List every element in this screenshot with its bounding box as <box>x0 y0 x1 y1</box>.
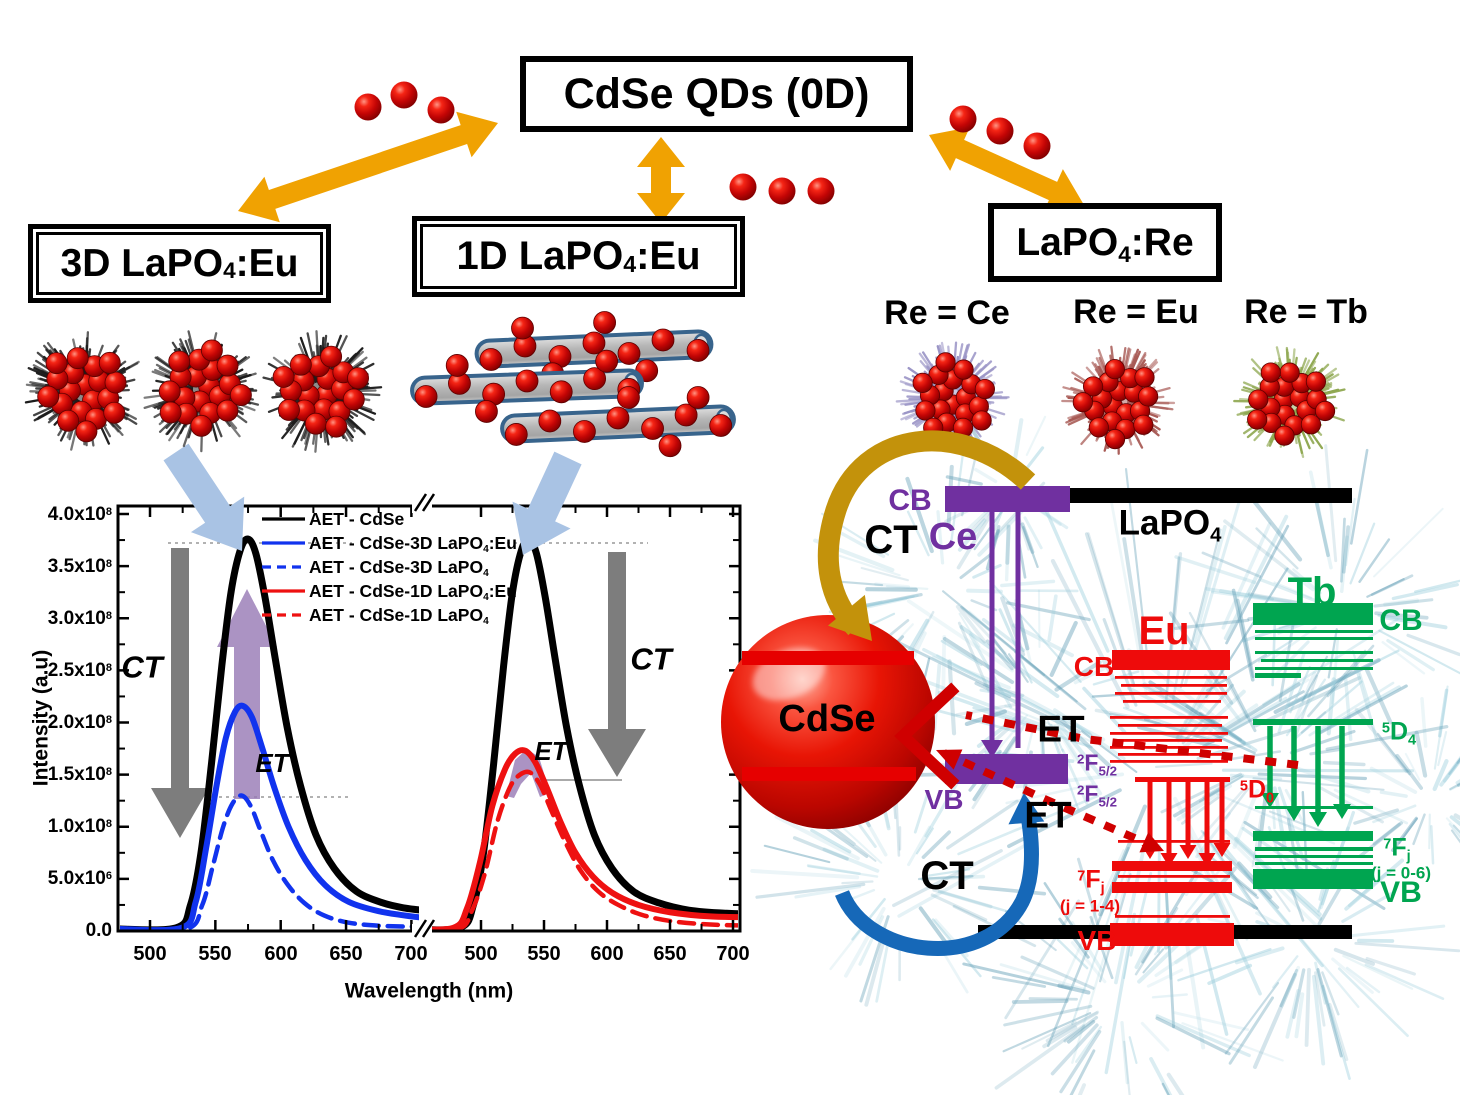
re-assignment-ce: Re = Ce <box>884 294 1010 332</box>
eu-fj-label: 7Fj <box>1077 865 1105 897</box>
legend-entry: AET - CdSe-1D LaPO4 <box>309 605 489 628</box>
y-tick: 2.5x108 <box>47 660 112 681</box>
x-tick: 600 <box>264 943 298 965</box>
ct-top-label: CT <box>864 518 918 562</box>
box-1d-label: 1D LaPO 4:Eu <box>420 224 737 289</box>
x-tick: 650 <box>653 943 687 965</box>
tb-fj-label: 7Fj <box>1383 833 1411 865</box>
tb-d4-label: 5D4 <box>1381 717 1417 749</box>
re-assignment-tb: Re = Tb <box>1244 293 1368 331</box>
box-re-label: LaPO4:Re <box>1016 220 1194 268</box>
tb-cb-label: CB <box>1379 604 1423 637</box>
tb-label: Tb <box>1287 570 1337 614</box>
tb-j-range-label: (j = 0-6) <box>1371 863 1431 883</box>
x-tick: 600 <box>590 943 624 965</box>
cdse-sphere-label: CdSe <box>778 698 876 740</box>
x-tick: 700 <box>716 943 750 965</box>
et-annotation-left: ET <box>255 748 289 778</box>
re-assignment-eu: Re = Eu <box>1073 293 1199 331</box>
eu-j-range-label: (j = 1-4) <box>1060 896 1120 916</box>
legend-entry: AET - CdSe-1D LaPO4:Eu <box>309 581 517 604</box>
cdse-qds-label: CdSe QDs (0D) <box>563 69 870 118</box>
y-tick: 5.0x106 <box>47 868 112 889</box>
box-lapo4-re: LaPO4:Re <box>988 203 1222 282</box>
y-tick: 4.0x108 <box>47 504 112 525</box>
et-lower-label: ET <box>1024 794 1072 836</box>
ce-f52-lower-label: 2F5/2 <box>1076 780 1118 810</box>
eu-vb-label: VB <box>1077 925 1117 956</box>
legend-entry: AET - CdSe-3D LaPO4 <box>309 557 489 580</box>
et-upper-label: ET <box>1037 708 1085 750</box>
ce-vb-label: VB <box>924 784 964 815</box>
legend-entry: AET - CdSe-3D LaPO4:Eu <box>309 533 517 556</box>
ce-label: Ce <box>928 516 978 558</box>
x-tick: 550 <box>198 943 232 965</box>
x-tick: 650 <box>329 943 363 965</box>
box-3d-lapo4-eu: 3D LaPO 4:Eu <box>28 224 331 303</box>
y-tick: 3.0x108 <box>47 608 112 629</box>
y-tick: 3.5x108 <box>47 556 112 577</box>
tb-vb-label: VB <box>1380 876 1422 909</box>
box-1d-lapo4-eu: 1D LaPO 4:Eu <box>412 216 745 297</box>
y-tick: 1.5x108 <box>47 764 112 785</box>
eu-d0-label: 5D0 <box>1239 775 1275 807</box>
et-annotation-right: ET <box>534 736 568 766</box>
x-tick: 700 <box>394 943 428 965</box>
x-tick: 500 <box>464 943 498 965</box>
x-tick: 550 <box>527 943 561 965</box>
ct-annotation-left: CT <box>121 649 163 685</box>
legend-entry: AET - CdSe <box>309 509 405 529</box>
eu-label: Eu <box>1138 609 1190 653</box>
y-tick: 1.0x108 <box>47 816 112 837</box>
cdse-qds-box: CdSe QDs (0D) <box>520 56 913 132</box>
x-tick: 500 <box>133 943 167 965</box>
y-tick: 2.0x108 <box>47 712 112 733</box>
y-tick: 0.0 <box>85 920 112 941</box>
ce-f52-upper-label: 2F5/2 <box>1076 749 1118 779</box>
ct-bottom-label: CT <box>920 854 974 898</box>
ct-annotation-right: CT <box>630 641 672 677</box>
eu-cb-label: CB <box>1073 651 1115 682</box>
ce-cb-label: CB <box>888 484 932 517</box>
x-axis-title: Wavelength (nm) <box>344 979 514 1003</box>
host-label: LaPO4 <box>1118 503 1222 547</box>
box-3d-label: 3D LaPO 4:Eu <box>36 232 323 295</box>
